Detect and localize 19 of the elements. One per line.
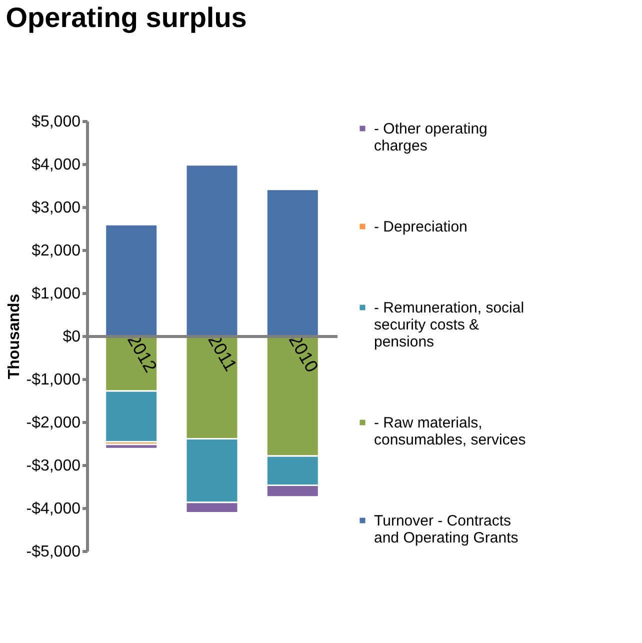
chart-title: Operating surplus [6,2,247,33]
y-tick-label: $2,000 [32,242,81,260]
y-axis-title: Thousands [6,294,24,380]
y-tick-label: $4,000 [32,156,81,174]
y-tick-label: $5,000 [32,114,81,130]
y-tick-label: $0 [62,328,81,346]
y-tick-label: $1,000 [32,286,81,302]
y-tick-label: -$1,000 [26,372,81,388]
legend-label: - Other operating charges [374,120,488,154]
y-tick-label: -$2,000 [26,414,81,432]
legend-label: Turnover - Contracts and Operating Grants [374,512,518,546]
y-tick-label: -$4,000 [26,500,81,518]
y-tick-label: $3,000 [32,200,81,216]
bar [104,444,158,450]
legend-label: - Depreciation [374,218,468,236]
legend-label: - Remuneration, social security costs & pensions [374,300,524,350]
y-tick-label: -$5,000 [26,544,81,560]
legend-label: - Raw materials, consumables, services [374,414,526,448]
y-tick-label: -$3,000 [26,458,81,474]
